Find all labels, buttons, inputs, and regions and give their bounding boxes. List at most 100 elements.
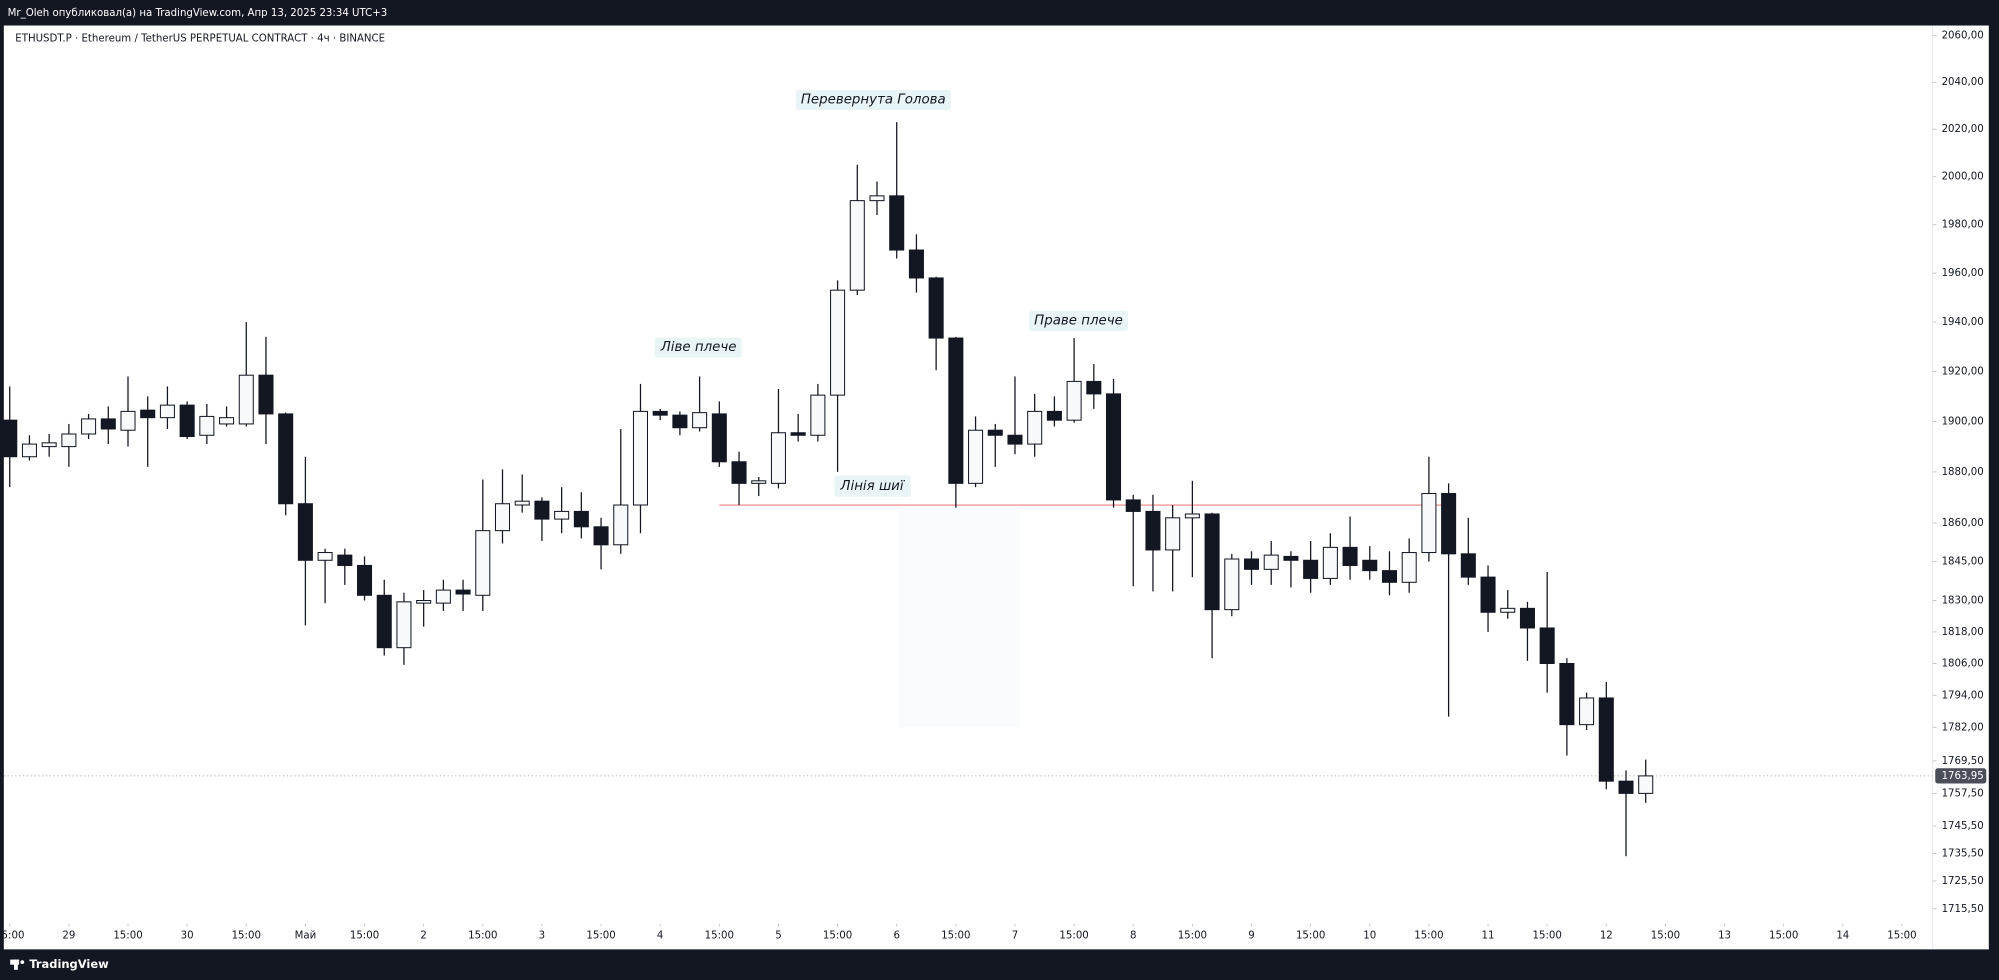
candle-body [1125, 499, 1141, 512]
x-tick-label: 6 [893, 930, 899, 941]
candle-body [1618, 780, 1634, 794]
candle-body [61, 433, 77, 448]
candle-body [908, 249, 924, 279]
candle-body [41, 442, 57, 448]
publisher-line: Mr_Oleh опубликовал(а) на TradingView.co… [8, 8, 388, 19]
x-tick-label: 5 [775, 930, 781, 941]
candle-body [1027, 410, 1043, 445]
brand: TradingView [29, 957, 109, 971]
candle-body [337, 554, 353, 566]
y-tick-label: 1735,50 [1942, 848, 1984, 859]
x-tick-label: 15:00 [0, 930, 24, 941]
x-tick-label: 15:00 [468, 930, 497, 941]
x-tick-label: 12 [1600, 930, 1613, 941]
candle-body [1579, 697, 1595, 726]
y-tick-label: 1818,00 [1942, 627, 1984, 638]
candle-body [1441, 493, 1457, 555]
candle-body [751, 480, 767, 484]
x-tick-label: 11 [1482, 930, 1495, 941]
candle-body [376, 594, 392, 649]
y-tick-label: 1830,00 [1942, 596, 1984, 607]
x-tick-label: 15:00 [1178, 930, 1207, 941]
candle-body [1638, 775, 1654, 794]
logo-dot [20, 960, 25, 965]
candle-body [159, 404, 175, 419]
candle-body [1421, 493, 1437, 554]
x-tick-label: 15:00 [1887, 930, 1916, 941]
candle-body [889, 195, 905, 251]
x-tick-label: 15:00 [1296, 930, 1325, 941]
neckline-label-bg [834, 475, 911, 497]
y-tick-label: 1782,00 [1942, 722, 1984, 733]
candle-body [534, 500, 550, 520]
candle-body [849, 200, 865, 291]
candle-body [179, 404, 195, 438]
candle-body [869, 195, 885, 202]
candle-body [1598, 697, 1614, 782]
y-tick-label: 1860,00 [1942, 518, 1984, 529]
last-price-box [1935, 768, 1987, 784]
candle-body [1283, 555, 1299, 561]
candle-body [652, 410, 668, 416]
x-tick-label: 7 [1012, 930, 1018, 941]
y-tick-label: 1725,50 [1942, 876, 1984, 887]
candle-body [672, 414, 688, 429]
candle-body [1342, 546, 1358, 566]
candle-body [1007, 434, 1023, 445]
candle-body [593, 526, 609, 546]
y-tick-label: 1794,00 [1942, 690, 1984, 701]
candle-body [711, 413, 727, 463]
x-tick-label: 9 [1248, 930, 1254, 941]
candle-body [1184, 513, 1200, 519]
y-tick-label: 1960,00 [1942, 268, 1984, 279]
candle-body [830, 289, 846, 396]
x-tick-label: 2 [420, 930, 426, 941]
candle-body [1145, 510, 1161, 551]
x-tick-label: 29 [62, 930, 75, 941]
y-tick-label: 1920,00 [1942, 366, 1984, 377]
candle-body [1243, 558, 1260, 570]
annotation-bg [1029, 310, 1129, 331]
x-tick-label: 15:00 [705, 930, 734, 941]
candle-body [100, 418, 116, 430]
candle-body [554, 510, 570, 520]
last-price-label: 1763,95 [1942, 771, 1984, 782]
annotation-bg [654, 337, 742, 358]
y-tick-label: 1715,50 [1942, 904, 1984, 915]
candle-body [1322, 546, 1338, 579]
y-tick-label: 1769,50 [1942, 756, 1984, 767]
candle-body [219, 417, 235, 425]
candle-body [1460, 553, 1476, 578]
candle-body [1539, 627, 1555, 665]
candle-body [1303, 559, 1319, 579]
candle-body [1500, 607, 1516, 613]
candle-body [1362, 559, 1378, 572]
x-tick-label: 15:00 [350, 930, 379, 941]
candle-body [790, 432, 806, 436]
tv-logo [10, 959, 25, 970]
y-tick-label: 2040,00 [1942, 77, 1984, 88]
x-tick-label: 15:00 [823, 930, 852, 941]
neckline-label: Лінія шиї [839, 478, 905, 494]
y-tick-label: 1940,00 [1942, 317, 1984, 328]
x-tick-label: 15:00 [1059, 930, 1088, 941]
candle-body [1559, 662, 1575, 726]
candle-body [494, 503, 511, 532]
x-tick-label: 15:00 [586, 930, 615, 941]
candle-body [455, 589, 471, 595]
candle-body [573, 510, 589, 528]
candle-body [632, 410, 648, 506]
candle-body [928, 277, 944, 339]
symbol-line: ETHUSDT.P · Ethereum / TetherUS PERPETUA… [15, 33, 385, 44]
candle-body [1401, 552, 1417, 583]
x-tick-label: 3 [539, 930, 545, 941]
candle-body [140, 409, 156, 419]
candle-body [416, 600, 432, 604]
y-tick-label: 1845,00 [1942, 557, 1984, 568]
candle-body [297, 503, 313, 561]
candle-body [1224, 558, 1240, 611]
candle-body [731, 461, 747, 484]
x-tick-label: 14 [1836, 930, 1849, 941]
annotation: Ліве плече [660, 340, 737, 355]
